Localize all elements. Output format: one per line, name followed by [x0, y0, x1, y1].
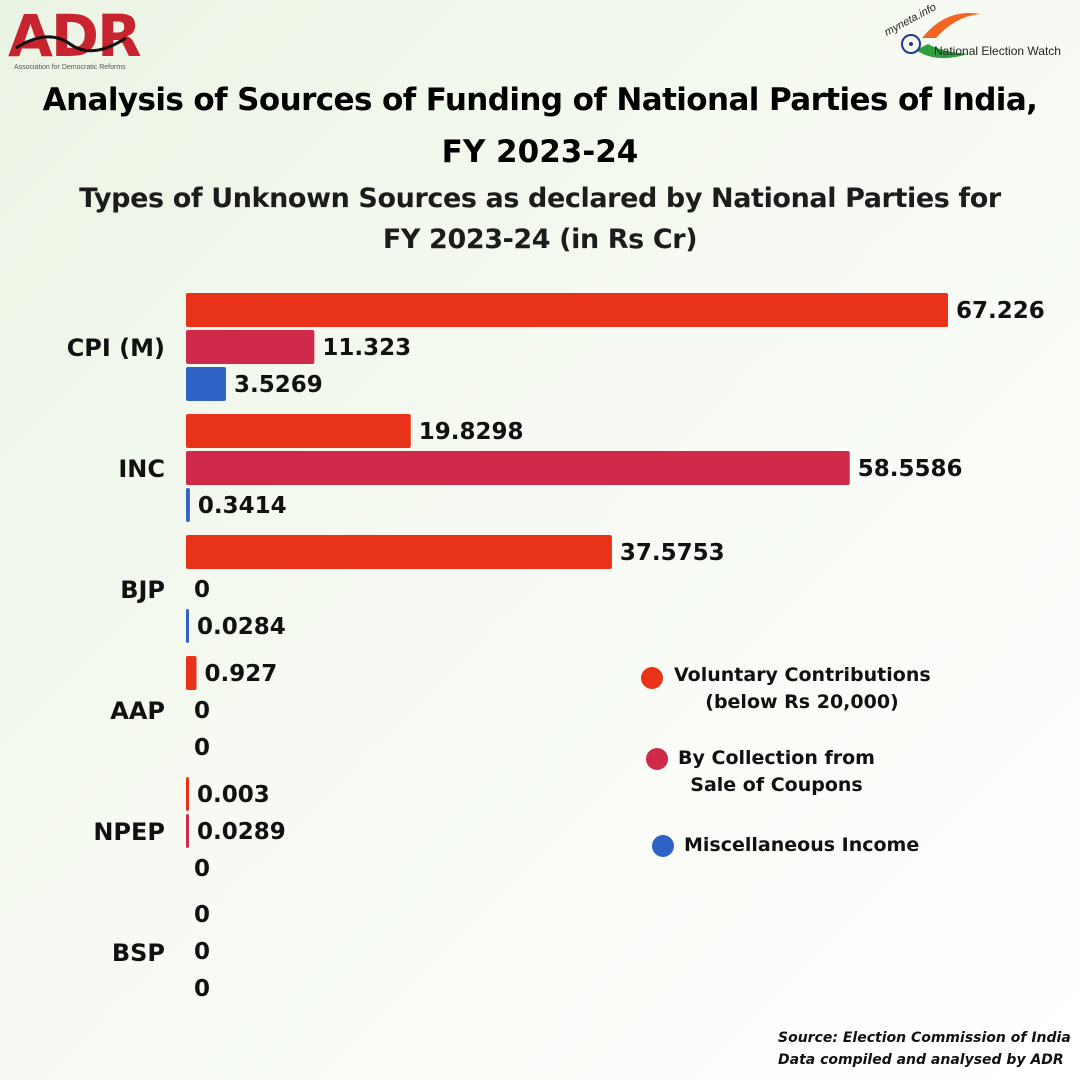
- bar-value-label: 0: [194, 577, 210, 603]
- bar-value-label: 0: [194, 856, 210, 882]
- legend-dot-voluntary: [641, 667, 663, 689]
- bar-value-label: 0.0289: [197, 819, 286, 845]
- bar-value-label: 3.5269: [234, 372, 323, 398]
- page-title-line-1: Analysis of Sources of Funding of Nation…: [42, 82, 1038, 118]
- bar-value-label: 0: [194, 698, 210, 724]
- bar-value-label: 0.0284: [197, 614, 286, 640]
- bar-value-label: 0.927: [205, 661, 278, 687]
- bar-cpi-m-series-1: [186, 330, 315, 364]
- bar-value-label: 19.8298: [419, 419, 524, 445]
- new-logo-text: National Election Watch: [934, 44, 1061, 58]
- category-label-aap: AAP: [110, 697, 165, 725]
- chart-subtitle-line-1: Types of Unknown Sources as declared by …: [79, 183, 1001, 214]
- bar-value-label: 67.226: [956, 298, 1045, 324]
- bar-cpi-m-series-2: [186, 367, 226, 401]
- category-label-bsp: BSP: [112, 939, 165, 967]
- source-note: Source: Election Commission of India Dat…: [778, 1030, 1071, 1068]
- legend-dot-coupons: [646, 748, 668, 770]
- adr-logo-text: ADR: [8, 2, 142, 70]
- bar-value-label: 11.323: [322, 335, 411, 361]
- bar-bjp-series-0: [186, 535, 612, 569]
- bar-cpi-m-series-0: [186, 293, 948, 327]
- bar-value-label: 37.5753: [620, 540, 725, 566]
- category-label-bjp: BJP: [120, 576, 165, 604]
- category-label-cpi-m: CPI (M): [67, 334, 165, 362]
- bar-value-label: 58.5586: [858, 456, 963, 482]
- category-label-inc: INC: [118, 455, 165, 483]
- legend-label-misc: Miscellaneous Income: [684, 834, 920, 856]
- bar-bjp-series-2: [186, 609, 189, 643]
- legend-dot-misc: [652, 835, 674, 857]
- bar-value-label: 0: [194, 939, 210, 965]
- legend-label-coupons: By Collection from Sale of Coupons: [678, 747, 875, 796]
- adr-logo-tagline: Association for Democratic Reforms: [14, 64, 126, 71]
- bar-npep-series-1: [186, 814, 189, 848]
- bar-aap-series-0: [186, 656, 197, 690]
- bar-value-label: 0.003: [197, 782, 270, 808]
- bar-inc-series-0: [186, 414, 411, 448]
- category-label-npep: NPEP: [93, 818, 165, 846]
- page-title-line-2: FY 2023-24: [441, 134, 639, 170]
- india-flag-swoosh-icon: [901, 13, 980, 59]
- legend-label-voluntary: Voluntary Contributions (below Rs 20,000…: [674, 664, 931, 713]
- adr-swoosh-icon: [15, 35, 127, 53]
- chart-subtitle-line-2: FY 2023-24 (in Rs Cr): [382, 224, 698, 255]
- bar-value-label: 0: [194, 976, 210, 1002]
- adr-logo: ADR Association for Democratic Reforms: [8, 2, 150, 72]
- bar-npep-series-0: [186, 777, 189, 811]
- funding-bar-chart: CPI (M) 67.226 11.323 3.5269 INC 19.8298 58.55…: [67, 293, 1045, 1002]
- bar-value-label: 0: [194, 735, 210, 761]
- national-election-watch-logo: myneta.info National Election Watch: [876, 1, 1076, 64]
- bar-inc-series-2: [186, 488, 190, 522]
- bar-value-label: 0: [194, 902, 210, 928]
- bar-value-label: 0.3414: [198, 493, 287, 519]
- bar-inc-series-1: [186, 451, 850, 485]
